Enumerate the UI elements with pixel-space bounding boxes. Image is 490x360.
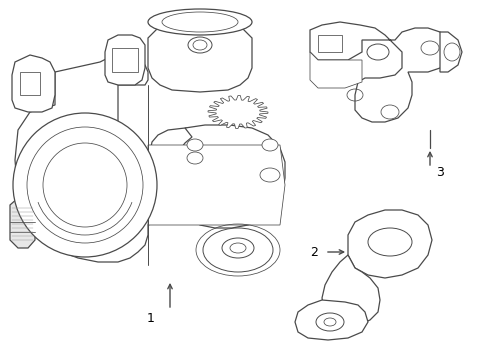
Ellipse shape xyxy=(13,113,157,257)
Polygon shape xyxy=(310,52,362,88)
Polygon shape xyxy=(112,48,138,72)
Ellipse shape xyxy=(262,139,278,151)
Ellipse shape xyxy=(222,238,254,258)
Polygon shape xyxy=(310,22,448,122)
Polygon shape xyxy=(10,198,35,248)
Polygon shape xyxy=(208,95,268,129)
Text: 3: 3 xyxy=(436,166,444,179)
Polygon shape xyxy=(440,32,462,72)
Polygon shape xyxy=(15,58,245,262)
Ellipse shape xyxy=(148,9,252,35)
Polygon shape xyxy=(20,72,40,95)
Polygon shape xyxy=(148,22,252,92)
Polygon shape xyxy=(295,300,368,340)
Polygon shape xyxy=(170,125,285,228)
Ellipse shape xyxy=(260,168,280,182)
Polygon shape xyxy=(348,210,432,278)
Polygon shape xyxy=(318,35,342,52)
Text: 1: 1 xyxy=(147,311,155,324)
Polygon shape xyxy=(105,35,145,85)
Polygon shape xyxy=(12,55,55,112)
Polygon shape xyxy=(322,255,380,325)
Ellipse shape xyxy=(203,228,273,272)
Ellipse shape xyxy=(187,152,203,164)
Ellipse shape xyxy=(188,37,212,53)
Ellipse shape xyxy=(187,139,203,151)
Polygon shape xyxy=(148,145,285,225)
Text: 2: 2 xyxy=(310,246,318,258)
